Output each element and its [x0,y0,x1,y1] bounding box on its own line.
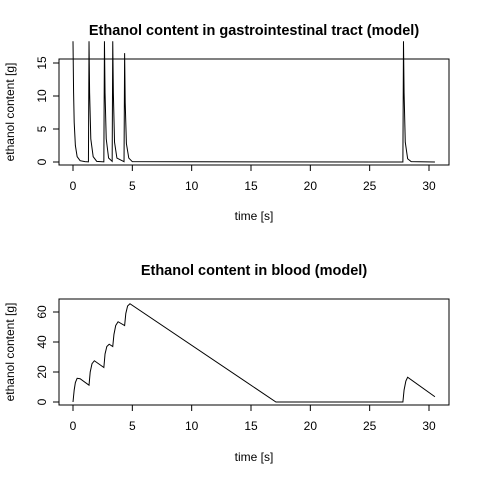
y-tick-label: 0 [35,158,49,165]
y-tick-label: 0 [35,398,49,405]
y-tick-label: 60 [35,305,49,319]
x-tick-label: 15 [244,419,258,433]
x-tick-label: 25 [363,179,377,193]
blood-chart: Ethanol content in blood (model) 0 5 10 15 2… [3,263,450,464]
x-tick-label: 20 [304,419,318,433]
y-tick-label: 40 [35,335,49,349]
y-tick-label: 10 [35,89,49,103]
x-tick-label: 20 [304,179,318,193]
y-tick-label: 15 [35,56,49,70]
y-tick-label: 20 [35,365,49,379]
series-line [72,303,436,403]
plot-frame [58,298,450,406]
x-axis-label: time [s] [235,450,274,464]
x-tick-label: 5 [129,419,136,433]
x-axis: 0 5 10 15 20 25 30 [70,164,436,193]
x-axis-label: time [s] [235,209,274,223]
plot-frame [58,58,450,166]
x-tick-label: 0 [70,179,77,193]
chart-title: Ethanol content in blood (model) [141,263,368,279]
x-tick-label: 0 [70,419,77,433]
x-tick-label: 10 [185,179,199,193]
x-tick-label: 30 [422,179,436,193]
chart-title: Ethanol content in gastrointestinal trac… [89,23,419,39]
y-axis-label: ethanol content [g] [3,303,17,402]
x-tick-label: 5 [129,179,136,193]
y-axis: 0 5 10 15 [35,56,60,165]
y-tick-label: 5 [35,125,49,132]
x-tick-label: 15 [244,179,258,193]
series-line [72,41,435,163]
y-axis: 0 20 40 60 [35,305,60,405]
x-tick-label: 10 [185,419,199,433]
y-axis-label: ethanol content [g] [3,63,17,162]
gi-tract-chart: Ethanol content in gastrointestinal trac… [3,23,450,223]
x-tick-label: 25 [363,419,377,433]
x-axis: 0 5 10 15 20 25 30 [70,404,436,433]
x-tick-label: 30 [422,419,436,433]
